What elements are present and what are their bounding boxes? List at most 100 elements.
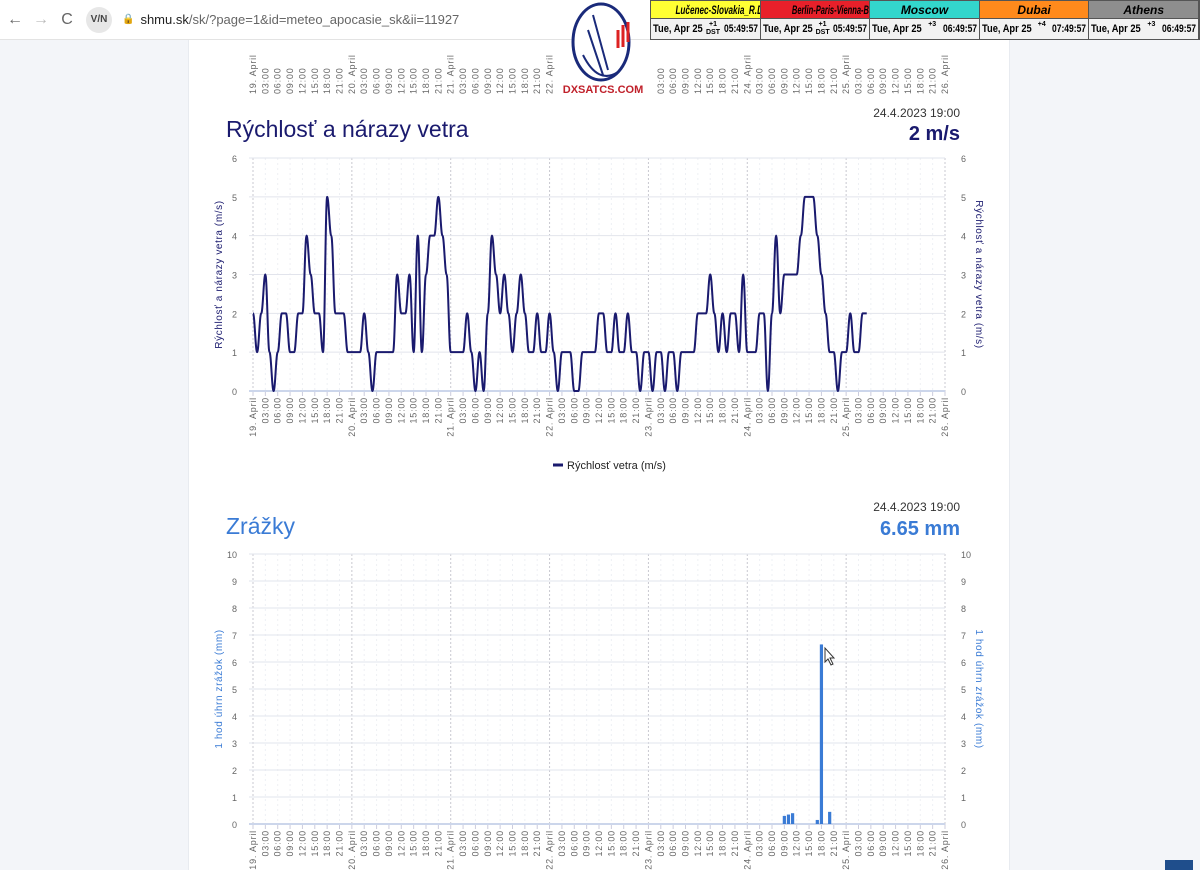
x-tick-hour-label: 18:00 bbox=[421, 67, 431, 94]
x-tick-hour-label: 18:00 bbox=[915, 67, 925, 94]
x-tick-hour-label: 21:00 bbox=[631, 397, 641, 424]
x-tick-hour-label: 09:00 bbox=[779, 830, 789, 857]
clock-city: Lučenec-Slovakia_R.Dávid bbox=[675, 3, 759, 17]
x-tick-hour-label: 09:00 bbox=[878, 67, 888, 94]
clock-city: Berlin-Paris-Vienna-Belgrade bbox=[791, 3, 869, 17]
x-tick-hour-label: 09:00 bbox=[681, 67, 691, 94]
x-tick-hour-label: 21:00 bbox=[829, 830, 839, 857]
x-tick-hour-label: 03:00 bbox=[656, 830, 666, 857]
x-tick-hour-label: 21:00 bbox=[335, 67, 345, 94]
x-tick-hour-label: 18:00 bbox=[520, 830, 530, 857]
x-tick-day-label: 22. April bbox=[545, 397, 555, 437]
x-tick-hour-label: 09:00 bbox=[384, 397, 394, 424]
y-tick-label-right: 0 bbox=[961, 387, 966, 397]
clock-date: Tue, Apr 25 bbox=[653, 22, 703, 35]
x-tick-hour-label: 03:00 bbox=[458, 830, 468, 857]
wind-current-value: 2 m/s bbox=[908, 123, 960, 145]
vpn-button[interactable]: V/N bbox=[86, 6, 112, 33]
y-tick-label-left: 0 bbox=[232, 820, 237, 830]
x-tick-hour-label: 21:00 bbox=[928, 67, 938, 94]
precip-bar bbox=[782, 815, 786, 824]
x-tick-hour-label: 12:00 bbox=[693, 397, 703, 424]
x-tick-hour-label: 03:00 bbox=[656, 67, 666, 94]
clock-date: Tue, Apr 25 bbox=[981, 22, 1032, 35]
x-tick-hour-label: 03:00 bbox=[755, 67, 765, 94]
x-tick-hour-label: 15:00 bbox=[705, 67, 715, 94]
x-tick-hour-label: 06:00 bbox=[668, 830, 678, 857]
y-axis-title-left: Rýchlosť a nárazy vetra (m/s) bbox=[214, 200, 225, 348]
x-tick-hour-label: 18:00 bbox=[421, 397, 431, 424]
x-tick-hour-label: 15:00 bbox=[508, 830, 518, 857]
x-tick-hour-label: 03:00 bbox=[854, 397, 864, 424]
wind-chart-title: Rýchlosť a nárazy vetra bbox=[226, 116, 469, 142]
y-tick-label-left: 3 bbox=[232, 271, 237, 281]
x-tick-hour-label: 18:00 bbox=[421, 830, 431, 857]
x-tick-hour-label: 03:00 bbox=[359, 67, 369, 94]
x-tick-hour-label: 15:00 bbox=[310, 397, 320, 424]
x-tick-hour-label: 06:00 bbox=[767, 397, 777, 424]
x-tick-hour-label: 09:00 bbox=[285, 397, 295, 424]
mouse-cursor-icon bbox=[824, 646, 836, 666]
scroll-to-top-button[interactable] bbox=[1165, 860, 1193, 870]
x-tick-hour-label: 15:00 bbox=[606, 830, 616, 857]
forward-icon[interactable]: → bbox=[33, 10, 49, 28]
y-tick-label-left: 0 bbox=[232, 387, 237, 397]
clock-city-cell: Dubai bbox=[979, 1, 1089, 19]
x-tick-hour-label: 12:00 bbox=[495, 67, 505, 94]
address-bar[interactable]: shmu.sk/sk/?page=1&id=meteo_apocasie_sk&… bbox=[140, 12, 459, 27]
x-tick-day-label: 25. April bbox=[841, 397, 851, 437]
x-tick-hour-label: 12:00 bbox=[891, 830, 901, 857]
x-tick-hour-label: 06:00 bbox=[767, 67, 777, 94]
clock-cell: Moscow Tue, Apr 25 +3 06:49:57 bbox=[870, 1, 980, 39]
x-tick-hour-label: 18:00 bbox=[718, 830, 728, 857]
clock-city: Moscow bbox=[900, 3, 949, 17]
y-tick-label-left: 1 bbox=[232, 793, 237, 803]
y-tick-label-right: 0 bbox=[961, 820, 966, 830]
x-tick-day-label: 22. April bbox=[545, 830, 555, 870]
x-tick-hour-label: 18:00 bbox=[520, 397, 530, 424]
clock-date: Tue, Apr 25 bbox=[1091, 22, 1142, 35]
y-tick-label-left: 4 bbox=[232, 232, 237, 242]
clock-offset: +3 bbox=[1147, 20, 1156, 28]
world-clock-widget: Lučenec-Slovakia_R.Dávid Tue, Apr 25+1 D… bbox=[650, 0, 1200, 40]
x-tick-hour-label: 03:00 bbox=[458, 67, 468, 94]
logo-text: DXSATCS.COM bbox=[563, 84, 643, 96]
x-tick-hour-label: 12:00 bbox=[297, 397, 307, 424]
x-tick-hour-label: 18:00 bbox=[718, 67, 728, 94]
y-tick-label-left: 5 bbox=[232, 685, 237, 695]
y-tick-label-right: 8 bbox=[961, 604, 966, 614]
reload-icon[interactable]: C bbox=[61, 10, 73, 28]
x-tick-hour-label: 12:00 bbox=[891, 67, 901, 94]
y-tick-label-left: 3 bbox=[232, 739, 237, 749]
y-tick-label-left: 2 bbox=[232, 309, 237, 319]
x-tick-hour-label: 15:00 bbox=[310, 830, 320, 857]
lock-icon[interactable]: 🔒 bbox=[122, 14, 135, 25]
y-tick-label-right: 1 bbox=[961, 348, 966, 358]
precip-chart-title: Zrážky bbox=[226, 513, 295, 539]
x-tick-hour-label: 18:00 bbox=[816, 830, 826, 857]
y-tick-label-left: 8 bbox=[232, 604, 237, 614]
x-tick-day-label: 20. April bbox=[347, 830, 357, 870]
x-tick-hour-label: 03:00 bbox=[557, 830, 567, 857]
back-icon[interactable]: ← bbox=[7, 10, 23, 28]
x-tick-hour-label: 15:00 bbox=[705, 830, 715, 857]
x-tick-hour-label: 15:00 bbox=[903, 830, 913, 857]
x-tick-hour-label: 06:00 bbox=[866, 397, 876, 424]
clock-time: 05:49:57 bbox=[833, 22, 868, 35]
x-tick-hour-label: 12:00 bbox=[594, 830, 604, 857]
x-tick-hour-label: 12:00 bbox=[297, 830, 307, 857]
y-tick-label-left: 5 bbox=[232, 193, 237, 203]
x-tick-hour-label: 18:00 bbox=[322, 67, 332, 94]
clock-city: Dubai bbox=[1017, 3, 1051, 17]
x-tick-hour-label: 09:00 bbox=[384, 830, 394, 857]
x-tick-hour-label: 15:00 bbox=[606, 397, 616, 424]
x-tick-day-label: 24. April bbox=[742, 830, 752, 870]
precip-bar bbox=[786, 814, 791, 824]
precip-bar bbox=[790, 813, 795, 824]
x-tick-hour-label: 06:00 bbox=[866, 67, 876, 94]
x-tick-hour-label: 21:00 bbox=[730, 830, 740, 857]
x-tick-hour-label: 09:00 bbox=[779, 397, 789, 424]
y-tick-label-right: 3 bbox=[961, 739, 966, 749]
x-tick-hour-label: 21:00 bbox=[532, 397, 542, 424]
x-tick-hour-label: 06:00 bbox=[470, 67, 480, 94]
